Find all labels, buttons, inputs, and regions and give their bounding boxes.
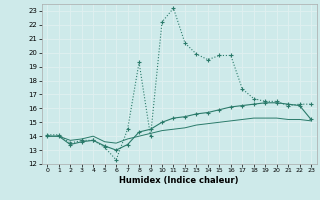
X-axis label: Humidex (Indice chaleur): Humidex (Indice chaleur) — [119, 176, 239, 185]
